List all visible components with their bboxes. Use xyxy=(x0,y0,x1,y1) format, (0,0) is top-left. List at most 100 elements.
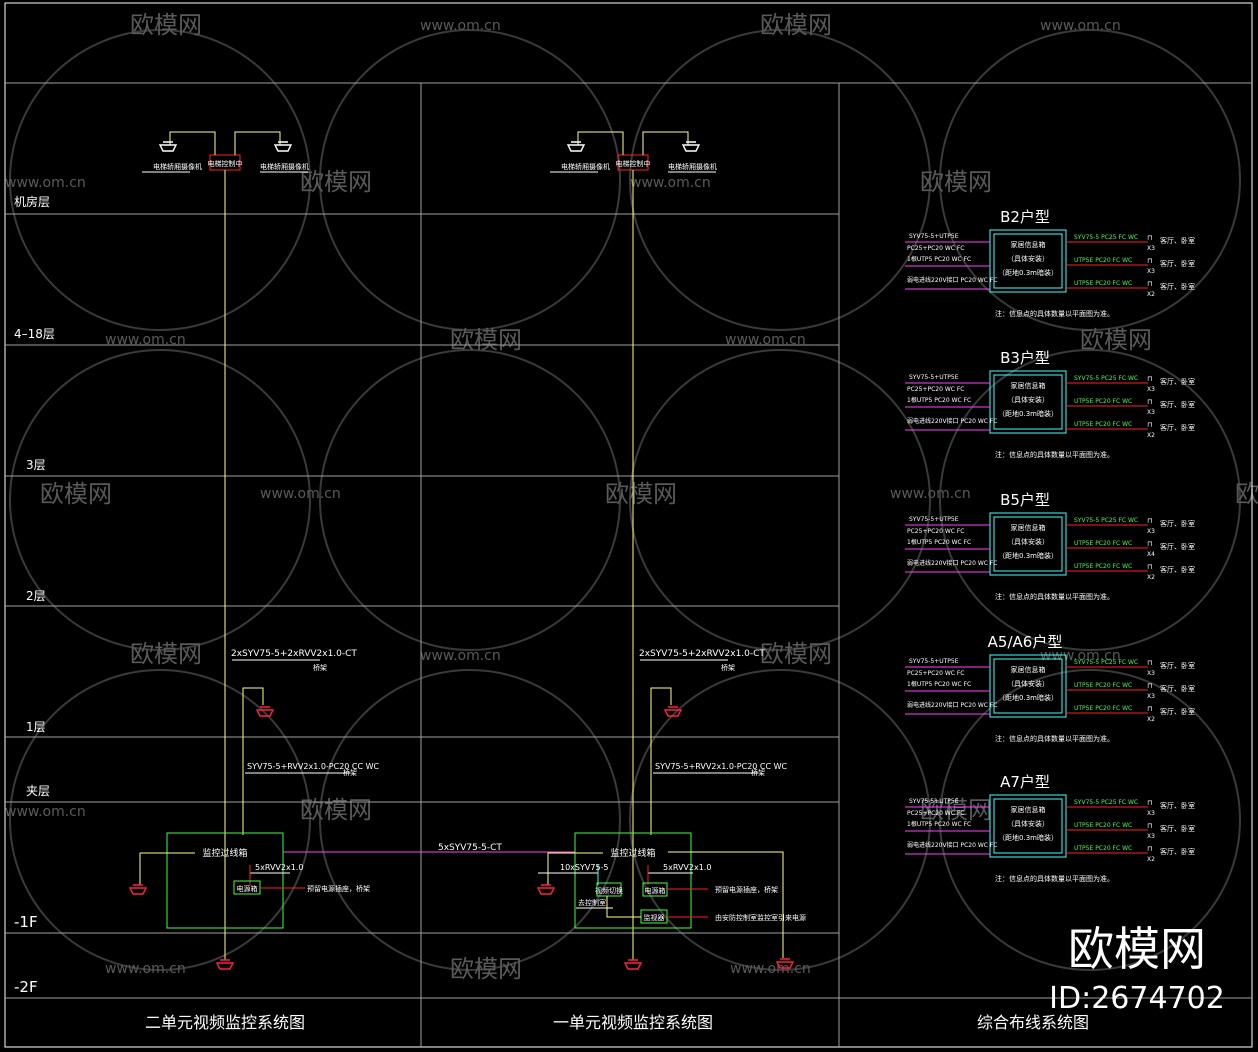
watermark-brand: 欧模网 xyxy=(300,168,372,196)
monitor-label: 监视器 xyxy=(644,913,665,922)
input-cable-label: 1根UTP5 PC20 WC FC xyxy=(907,255,971,263)
outlet-count: X3 xyxy=(1147,386,1155,393)
watermark-arc xyxy=(629,669,931,971)
input-cable-label: SYV75-5+UTP5E xyxy=(909,374,959,381)
floor-label-2: 3层 xyxy=(26,458,46,472)
info-box-text: （具体安装） xyxy=(1007,679,1049,688)
junction-label: 监控过线箱 xyxy=(610,847,655,859)
output-cable-label: UTP5E PC20 FC WC xyxy=(1074,398,1132,405)
elevator-control-label: 电梯控制中 xyxy=(208,159,243,168)
wire xyxy=(169,131,216,155)
room-label: 客厅、卧室 xyxy=(1160,236,1195,245)
input-cable-label: 弱电进线220V接口 PC20 WC FC xyxy=(907,417,997,425)
watermark-url: www.om.cn xyxy=(725,332,806,348)
watermark-url: www.om.cn xyxy=(730,961,811,977)
elevator-camera-icon xyxy=(273,141,293,152)
monitor-note: 由安防控制室监控室引来电源 xyxy=(715,913,806,922)
info-box-outer xyxy=(989,512,1067,576)
logo-id: ID:2674702 xyxy=(1049,981,1225,1016)
outlet-icon: ⊓ xyxy=(1147,540,1152,548)
video-cable-label: 10xSYV75-5 xyxy=(560,863,609,872)
watermark-url: www.om.cn xyxy=(5,175,86,191)
room-label: 客厅、卧室 xyxy=(1160,661,1195,670)
outlet-count: X3 xyxy=(1147,409,1155,416)
power-cable-label: 5xRVV2x1.0 xyxy=(255,863,303,872)
watermark-brand: 欧模网 xyxy=(130,640,202,668)
outlet-icon: ⊓ xyxy=(1147,705,1152,713)
camera-label: 电梯轿厢摄像机 xyxy=(260,162,309,171)
room-label: 客厅、卧室 xyxy=(1160,400,1195,409)
info-box-inner xyxy=(993,516,1063,572)
output-cable-label: UTP5E PC20 FC WC xyxy=(1074,705,1132,712)
room-label: 客厅、卧室 xyxy=(1160,565,1195,574)
power-note: 预留电源插座，桥架 xyxy=(307,884,370,893)
watermark-url: www.om.cn xyxy=(105,332,186,348)
info-box-text: 家居信息箱 xyxy=(1011,523,1046,532)
outlet-count: X2 xyxy=(1147,716,1155,723)
branch-cable-label: SYV75-5+RVV2x1.0-PC20 CC WC xyxy=(247,762,380,771)
input-cable-label: SYV75-5+UTP5E xyxy=(909,516,959,523)
output-cable-label: UTP5E PC20 FC WC xyxy=(1074,845,1132,852)
floor-label-6: -1F xyxy=(14,913,38,931)
info-box-outer xyxy=(989,654,1067,718)
info-box-text: （具体安装） xyxy=(1007,537,1049,546)
output-cable-label: UTP5E PC20 FC WC xyxy=(1074,280,1132,287)
room-label: 客厅、卧室 xyxy=(1160,259,1195,268)
watermark-arc xyxy=(939,29,1241,331)
watermark-url: www.om.cn xyxy=(5,804,86,820)
camera-icon xyxy=(623,959,643,970)
info-box-text: （距地0.3m暗装） xyxy=(998,693,1058,702)
camera-label: 电梯轿厢摄像机 xyxy=(153,162,202,171)
elevator-camera-icon xyxy=(566,141,586,152)
info-box-text: 家居信息箱 xyxy=(1011,381,1046,390)
wire xyxy=(650,687,672,835)
output-cable-label: UTP5E PC20 FC WC xyxy=(1074,822,1132,829)
room-label: 客厅、卧室 xyxy=(1160,423,1195,432)
floor-label-0: 机房层 xyxy=(14,194,50,209)
input-cable-label: PC25+PC20 WC FC xyxy=(907,245,965,252)
monitoring-junction-box xyxy=(166,832,284,929)
outlet-count: X2 xyxy=(1147,856,1155,863)
outlet-count: X3 xyxy=(1147,268,1155,275)
video-switch-label: 视频切换 xyxy=(595,886,623,895)
watermark-brand: 欧模网 xyxy=(605,480,677,508)
watermark-brand: 欧模网 xyxy=(450,955,522,983)
note: 注：信息点的具体数量以平面图为准。 xyxy=(995,874,1114,883)
watermark-brand: 欧模网 xyxy=(130,11,202,39)
watermark-url: www.om.cn xyxy=(1040,18,1121,34)
outlet-count: X2 xyxy=(1147,432,1155,439)
floor-label-7: -2F xyxy=(14,978,38,996)
wire xyxy=(577,131,601,140)
info-box-text: （距地0.3m暗装） xyxy=(998,268,1058,277)
camera-icon xyxy=(663,706,683,717)
outlet-icon: ⊓ xyxy=(1147,822,1152,830)
outlet-count: X4 xyxy=(1147,551,1155,558)
outlet-count: X3 xyxy=(1147,528,1155,535)
watermark-arc xyxy=(629,349,931,651)
watermark-brand: 欧模网 xyxy=(920,796,992,824)
input-cable-label: 弱电进线220V接口 PC20 WC FC xyxy=(907,559,997,567)
elevator-camera-icon xyxy=(158,141,178,152)
riser-cable-label: 2xSYV75-5+2xRVV2x1.0-CT xyxy=(639,649,765,659)
info-box-text: （具体安装） xyxy=(1007,395,1049,404)
outlet-icon: ⊓ xyxy=(1147,375,1152,383)
wire xyxy=(547,852,603,885)
wire xyxy=(606,896,641,918)
output-cable-label: UTP5E PC20 FC WC xyxy=(1074,421,1132,428)
watermark-url: www.om.cn xyxy=(890,486,971,502)
output-cable-label: UTP5E PC20 FC WC xyxy=(1074,682,1132,689)
junction-label: 监控过线箱 xyxy=(202,847,247,859)
watermark-url: www.om.cn xyxy=(420,18,501,34)
watermark-arc xyxy=(319,669,621,971)
floor-label-5: 夹层 xyxy=(26,784,50,798)
household-type-title: B3户型 xyxy=(1000,349,1050,367)
watermark-url: www.om.cn xyxy=(630,175,711,191)
info-box-text: （距地0.3m暗装） xyxy=(998,409,1058,418)
watermark-brand: 欧模网 xyxy=(760,640,832,668)
watermark-url: www.om.cn xyxy=(1040,648,1121,664)
room-label: 客厅、卧室 xyxy=(1160,542,1195,551)
power-box-label: 电源箱 xyxy=(645,886,666,895)
room-label: 客厅、卧室 xyxy=(1160,707,1195,716)
input-cable-label: SYV75-5+UTP5E xyxy=(909,658,959,665)
